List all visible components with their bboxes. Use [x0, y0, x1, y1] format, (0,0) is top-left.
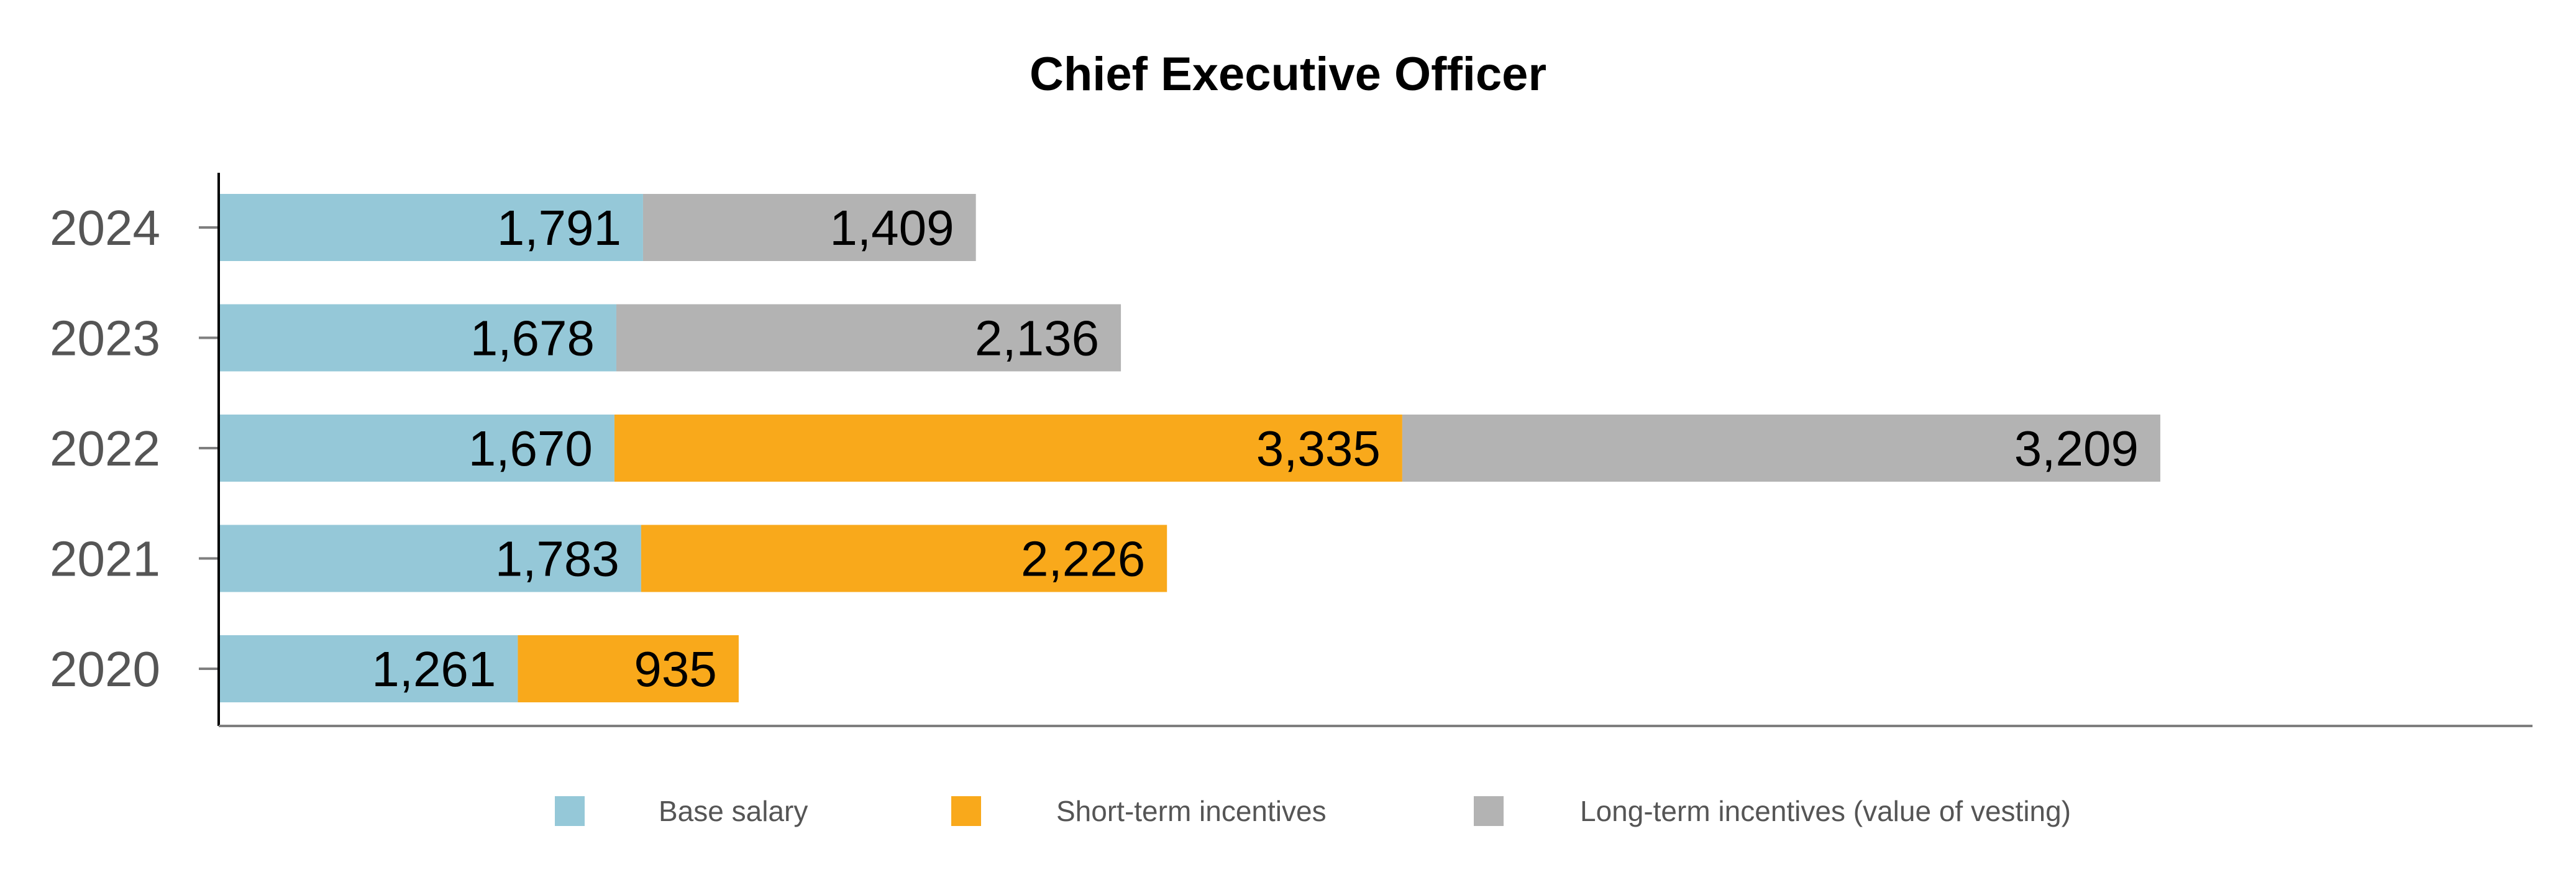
legend-label: Long-term incentives (value of vesting): [1580, 795, 2071, 827]
bar-segment: [642, 194, 976, 261]
bar-segment: [614, 415, 1402, 482]
y-tick-label: 2023: [50, 311, 160, 366]
data-label: 1,783: [495, 531, 619, 587]
y-tick-label: 2022: [50, 421, 160, 476]
bar-segment: [518, 635, 739, 702]
y-tick-label: 2020: [50, 641, 160, 697]
legend-label: Base salary: [659, 795, 808, 827]
bar-segment: [220, 415, 614, 482]
bar-segment: [220, 635, 518, 702]
data-label: 1,678: [470, 311, 595, 366]
legend: Base salary Short-term incentives Long-ter…: [555, 795, 2071, 827]
data-label: 1,670: [468, 421, 593, 476]
bar-segment: [220, 304, 616, 372]
chart-title: Chief Executive Officer: [1030, 48, 1546, 101]
data-label: 3,209: [2014, 421, 2139, 476]
data-label: 2,136: [975, 311, 1099, 366]
data-label: 1,791: [497, 200, 621, 255]
bar-segment: [220, 194, 643, 261]
y-tick-label: 2021: [50, 531, 160, 587]
bar-segment: [1402, 415, 2160, 482]
data-label: 1,409: [829, 200, 954, 255]
data-label: 2,226: [1021, 531, 1145, 587]
bar-segment: [616, 304, 1121, 372]
bar-segment: [641, 525, 1167, 592]
data-label: 1,261: [372, 641, 496, 697]
bar-segment: [220, 525, 641, 592]
legend-label: Short-term incentives: [1056, 795, 1327, 827]
legend-swatch: [951, 796, 981, 826]
bars-layer: 1,791 1,409 1,678 2,136 1,670 3,335 3,209 1,783…: [220, 194, 2160, 702]
legend-swatch: [1474, 796, 1504, 826]
y-tick-label: 2024: [50, 200, 160, 255]
data-label: 935: [634, 641, 716, 697]
y-axis-ticks: 2024 2023 2022 2021 2020: [50, 200, 219, 697]
legend-swatch: [555, 796, 585, 826]
data-label: 3,335: [1256, 421, 1381, 476]
